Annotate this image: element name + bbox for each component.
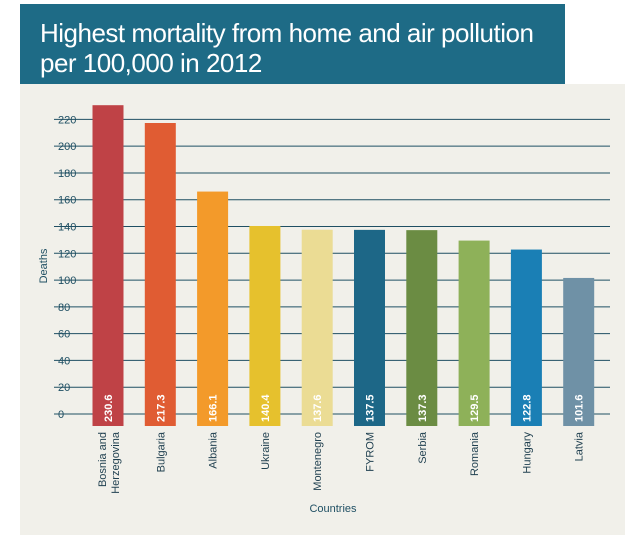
chart-title: Highest mortality from home and air poll… [40, 18, 534, 78]
bar-value-label: 101.6 [574, 394, 586, 422]
bar [406, 230, 438, 426]
y-tick-label: 160 [58, 195, 76, 207]
y-tick-label: 60 [58, 329, 70, 341]
y-tick-label: 100 [58, 275, 76, 287]
category-label: Romania [469, 431, 481, 476]
bar [301, 229, 333, 426]
y-axis-label: Deaths [38, 248, 50, 283]
bar-value-label: 137.5 [365, 394, 377, 422]
y-tick-label: 140 [58, 222, 76, 234]
y-tick-label: 120 [58, 248, 76, 260]
bar-value-label: 129.5 [469, 394, 481, 422]
y-tick-label: 0 [58, 409, 64, 421]
y-tick-label: 20 [58, 382, 70, 394]
category-label: Hungary [521, 432, 533, 474]
category-label: Latvia [574, 431, 586, 461]
category-label: Serbia [417, 431, 429, 464]
y-tick-label: 80 [58, 302, 70, 314]
bar [510, 249, 542, 426]
bar-value-label: 137.3 [417, 394, 429, 422]
category-label: Bulgaria [155, 431, 167, 472]
category-label: Montenegro [312, 432, 324, 491]
bar [249, 225, 281, 426]
bar [354, 229, 385, 426]
bar [563, 277, 595, 426]
chart-panel: 0 20 40 60 80 100 120 140 160 180 200 220 Deaths 230.… [20, 84, 625, 535]
bar-value-label: 137.6 [312, 394, 324, 422]
x-axis-label: Countries [309, 503, 357, 515]
y-tick-label: 200 [58, 141, 76, 153]
bar-value-label: 217.3 [155, 394, 167, 422]
bar-value-label: 230.6 [103, 394, 115, 422]
bar [458, 240, 490, 426]
y-tick-label: 180 [58, 168, 76, 180]
bar [144, 123, 176, 426]
bar-value-label: 122.8 [521, 394, 533, 422]
bar-chart: 0 20 40 60 80 100 120 140 160 180 200 220 Deaths 230.… [38, 105, 610, 515]
bar-value-label: 166.1 [208, 394, 220, 422]
y-tick-label: 40 [58, 355, 70, 367]
chart-header: Highest mortality from home and air poll… [20, 4, 565, 84]
y-tick-label: 220 [58, 114, 76, 126]
category-label: Bosnia andHerzegovina [97, 431, 122, 494]
bar [197, 191, 229, 426]
category-label: Ukraine [260, 432, 272, 470]
bar-value-label: 140.4 [260, 394, 272, 422]
category-label: Albania [208, 431, 220, 469]
category-label: FYROM [365, 432, 377, 472]
bar [92, 105, 124, 426]
